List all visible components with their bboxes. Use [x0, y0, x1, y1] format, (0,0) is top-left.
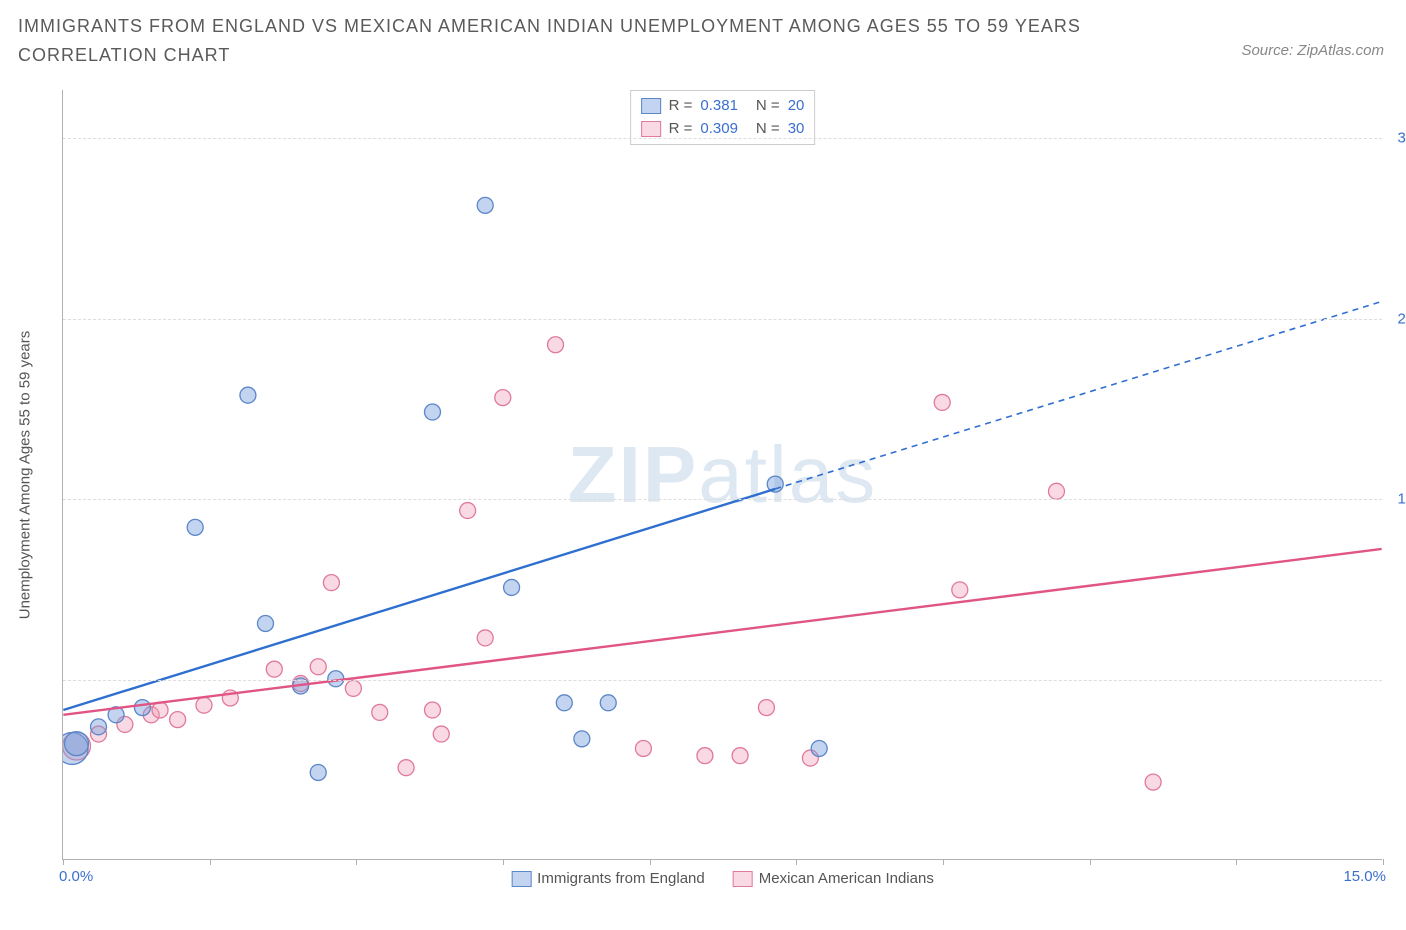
plot-area: Unemployment Among Ages 55 to 59 years Z…	[62, 90, 1382, 860]
gridline	[63, 680, 1382, 681]
r-value: 0.381	[700, 95, 738, 118]
data-point	[460, 503, 476, 519]
data-point	[196, 697, 212, 713]
data-point	[310, 764, 326, 780]
x-tick	[1383, 859, 1384, 865]
r-value: 0.309	[700, 118, 738, 141]
x-tick	[503, 859, 504, 865]
r-label: R =	[669, 95, 693, 118]
legend-label: Mexican American Indians	[759, 870, 934, 887]
data-point	[398, 760, 414, 776]
data-point	[65, 732, 89, 756]
data-point	[143, 707, 159, 723]
watermark: ZIPatlas	[568, 429, 877, 521]
x-tick	[356, 859, 357, 865]
n-value: 20	[788, 95, 805, 118]
data-point	[310, 659, 326, 675]
data-point	[424, 404, 440, 420]
data-point	[134, 700, 150, 716]
data-point	[952, 582, 968, 598]
legend-swatch	[641, 121, 661, 137]
legend-label: Immigrants from England	[537, 870, 705, 887]
data-point	[1145, 774, 1161, 790]
data-point	[222, 690, 238, 706]
trend-line	[63, 489, 775, 710]
source-attribution: Source: ZipAtlas.com	[1241, 42, 1384, 59]
data-point	[556, 695, 572, 711]
data-point	[240, 387, 256, 403]
data-point	[372, 704, 388, 720]
data-point	[91, 726, 107, 742]
legend-swatch	[733, 871, 753, 887]
data-point	[758, 700, 774, 716]
data-point	[424, 702, 440, 718]
data-point	[152, 702, 168, 718]
watermark-atlas: atlas	[698, 430, 877, 519]
x-tick	[1236, 859, 1237, 865]
y-tick-label: 15.0%	[1397, 491, 1406, 508]
data-point	[495, 390, 511, 406]
data-point	[108, 707, 124, 723]
x-tick	[650, 859, 651, 865]
gridline	[63, 319, 1382, 320]
legend-row: R = 0.381 N = 20	[641, 95, 805, 118]
data-point	[117, 716, 133, 732]
data-point	[697, 748, 713, 764]
x-axis-min-label: 0.0%	[59, 868, 93, 885]
data-point	[635, 740, 651, 756]
watermark-zip: ZIP	[568, 430, 698, 519]
data-point	[323, 575, 339, 591]
data-point	[504, 579, 520, 595]
legend-swatch	[641, 98, 661, 114]
trend-line	[63, 549, 1381, 715]
data-point	[1048, 483, 1064, 499]
data-point	[63, 732, 91, 760]
data-point	[934, 394, 950, 410]
data-point	[433, 726, 449, 742]
x-axis-max-label: 15.0%	[1343, 868, 1386, 885]
x-tick	[63, 859, 64, 865]
legend-item: Immigrants from England	[511, 870, 705, 887]
data-point	[548, 337, 564, 353]
gridline	[63, 499, 1382, 500]
data-point	[732, 748, 748, 764]
n-label: N =	[756, 118, 780, 141]
data-point	[477, 630, 493, 646]
data-point	[802, 750, 818, 766]
x-tick	[210, 859, 211, 865]
r-label: R =	[669, 118, 693, 141]
gridline	[63, 138, 1382, 139]
data-point	[811, 740, 827, 756]
data-point	[63, 732, 88, 764]
chart-title: IMMIGRANTS FROM ENGLAND VS MEXICAN AMERI…	[18, 12, 1118, 70]
legend-swatch	[511, 871, 531, 887]
y-axis-label: Unemployment Among Ages 55 to 59 years	[17, 330, 34, 619]
data-point	[600, 695, 616, 711]
data-point	[345, 680, 361, 696]
data-point	[477, 197, 493, 213]
x-tick	[796, 859, 797, 865]
n-label: N =	[756, 95, 780, 118]
correlation-legend: R = 0.381 N = 20 R = 0.309 N = 30	[630, 90, 816, 145]
trend-line	[775, 301, 1381, 488]
x-tick	[943, 859, 944, 865]
data-point	[91, 719, 107, 735]
data-point	[767, 476, 783, 492]
legend-item: Mexican American Indians	[733, 870, 934, 887]
data-point	[170, 712, 186, 728]
data-point	[293, 676, 309, 692]
series-legend: Immigrants from England Mexican American …	[511, 870, 934, 887]
y-tick-label: 30.0%	[1397, 130, 1406, 147]
y-tick-label: 22.5%	[1397, 310, 1406, 327]
data-point	[187, 519, 203, 535]
data-point	[574, 731, 590, 747]
chart-svg	[63, 90, 1382, 859]
data-point	[266, 661, 282, 677]
data-point	[258, 616, 274, 632]
legend-row: R = 0.309 N = 30	[641, 118, 805, 141]
n-value: 30	[788, 118, 805, 141]
x-tick	[1090, 859, 1091, 865]
